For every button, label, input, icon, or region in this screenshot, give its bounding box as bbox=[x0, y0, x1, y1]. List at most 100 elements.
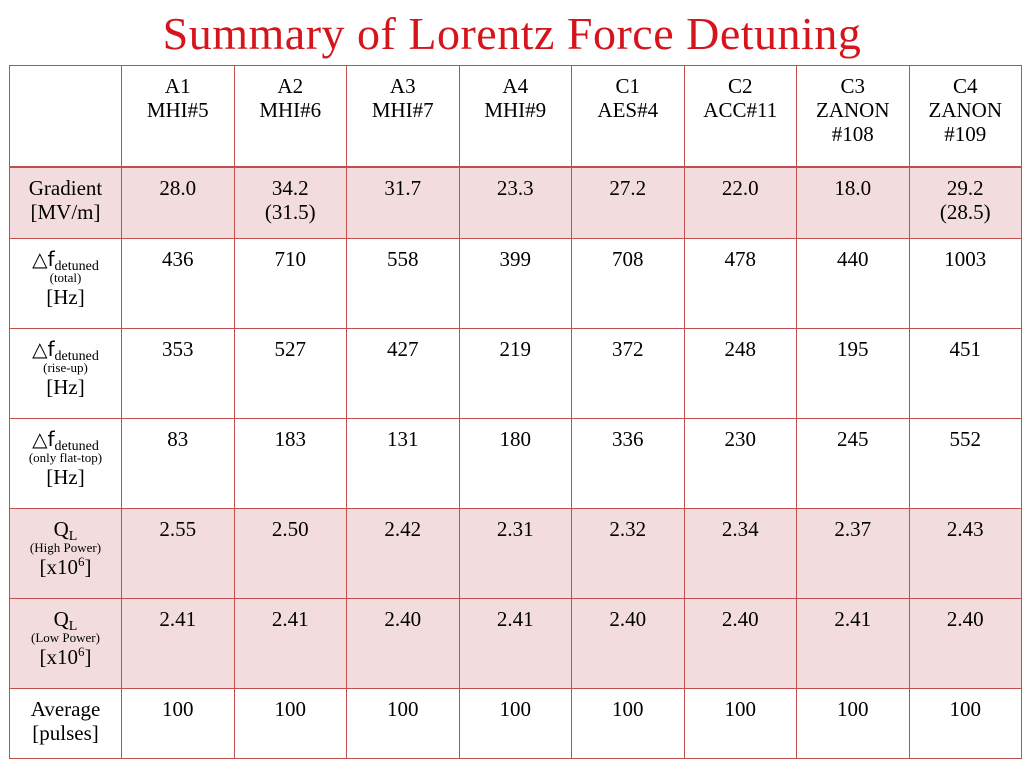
row-unit: [MV/m] bbox=[30, 199, 101, 224]
table-cell: 29.2 (28.5) bbox=[908, 166, 1022, 239]
table-cell: 2.40 bbox=[683, 598, 797, 689]
unit-base: [x10 bbox=[39, 645, 79, 669]
row-label-cell: △fdetuned (only flat-top) [Hz] bbox=[9, 418, 122, 509]
detuned-subscript: detuned bbox=[54, 259, 99, 274]
cell-value: 29.2 bbox=[946, 175, 984, 200]
cell-value: 27.2 bbox=[609, 175, 647, 200]
row-unit: [pulses] bbox=[32, 721, 99, 745]
gradient-row: Gradient [MV/m] 28.0 34.2 (31.5) 31.7 23.… bbox=[9, 166, 1022, 239]
delta-f-symbol: △f bbox=[32, 337, 55, 361]
detune-flattop-row: △fdetuned (only flat-top) [Hz] 83 183 13… bbox=[9, 418, 1022, 509]
table-cell: 22.0 bbox=[683, 166, 797, 239]
table-cell: 100 bbox=[233, 688, 347, 759]
table-cell: 100 bbox=[796, 688, 910, 759]
table-cell: 248 bbox=[683, 328, 797, 419]
cell-value: 31.7 bbox=[384, 175, 422, 200]
table-cell: 2.50 bbox=[233, 508, 347, 599]
cavity-id: C1 bbox=[615, 74, 640, 98]
table-cell: 527 bbox=[233, 328, 347, 419]
cavity-id: A3 bbox=[389, 74, 416, 98]
cell-value: 28.0 bbox=[159, 175, 197, 200]
q-symbol: Q bbox=[53, 607, 69, 631]
unit-end: ] bbox=[84, 555, 92, 579]
table-cell: 2.31 bbox=[458, 508, 572, 599]
header-corner-cell bbox=[9, 65, 122, 168]
table-cell: 83 bbox=[121, 418, 235, 509]
table-cell: 245 bbox=[796, 418, 910, 509]
table-cell: 100 bbox=[683, 688, 797, 759]
lorentz-detuning-table: A1 MHI#5 A2 MHI#6 A3 MHI#7 A4 MHI#9 C1 A… bbox=[9, 65, 1022, 759]
table-cell: 28.0 bbox=[121, 166, 235, 239]
table-cell: 2.41 bbox=[233, 598, 347, 689]
table-cell: 27.2 bbox=[571, 166, 685, 239]
cavity-name: ACC#11 bbox=[703, 98, 778, 122]
table-cell: 478 bbox=[683, 238, 797, 329]
table-cell: 100 bbox=[121, 688, 235, 759]
row-unit: [Hz] bbox=[46, 285, 85, 309]
cell-value: 18.0 bbox=[834, 175, 872, 200]
table-cell: 180 bbox=[458, 418, 572, 509]
table-cell: 100 bbox=[571, 688, 685, 759]
table-cell: 2.41 bbox=[458, 598, 572, 689]
cavity-id: A1 bbox=[164, 74, 191, 98]
table-cell: 31.7 bbox=[346, 166, 460, 239]
table-cell: 353 bbox=[121, 328, 235, 419]
table-cell: 399 bbox=[458, 238, 572, 329]
cell-sub-value: (31.5) bbox=[264, 199, 316, 224]
table-cell: 2.34 bbox=[683, 508, 797, 599]
cell-value: 23.3 bbox=[496, 175, 534, 200]
cavity-id: C2 bbox=[727, 74, 753, 98]
table-cell: 436 bbox=[121, 238, 235, 329]
table-cell: 552 bbox=[908, 418, 1022, 509]
cell-value: 22.0 bbox=[721, 175, 759, 200]
cavity-name: MHI#9 bbox=[484, 98, 547, 122]
header-cell: C2 ACC#11 bbox=[683, 65, 797, 168]
cavity-number: #108 bbox=[831, 122, 874, 146]
l-subscript: L bbox=[68, 619, 78, 634]
table-cell: 2.41 bbox=[796, 598, 910, 689]
header-cell: A3 MHI#7 bbox=[346, 65, 460, 168]
row-unit: [Hz] bbox=[46, 465, 85, 489]
cavity-name: MHI#6 bbox=[259, 98, 322, 122]
table-cell: 451 bbox=[908, 328, 1022, 419]
l-subscript: L bbox=[68, 529, 78, 544]
cavity-name: ZANON bbox=[928, 98, 1003, 122]
table-cell: 100 bbox=[458, 688, 572, 759]
table-cell: 2.40 bbox=[571, 598, 685, 689]
cavity-name: MHI#5 bbox=[146, 98, 209, 122]
unit-exponent: 6 bbox=[78, 554, 85, 569]
table-cell: 2.37 bbox=[796, 508, 910, 599]
table-cell: 219 bbox=[458, 328, 572, 419]
table-cell: 34.2 (31.5) bbox=[233, 166, 347, 239]
header-cell: C4 ZANON #109 bbox=[908, 65, 1022, 168]
table-cell: 2.42 bbox=[346, 508, 460, 599]
table-cell: 2.32 bbox=[571, 508, 685, 599]
row-unit: [Hz] bbox=[46, 375, 85, 399]
table-cell: 440 bbox=[796, 238, 910, 329]
ql-low-power-row: QL (Low Power) [x106] 2.41 2.41 2.40 2.4… bbox=[9, 598, 1022, 689]
cavity-name: MHI#7 bbox=[371, 98, 434, 122]
row-note: (only flat-top) bbox=[28, 450, 103, 465]
detune-riseup-row: △fdetuned (rise-up) [Hz] 353 527 427 219… bbox=[9, 328, 1022, 419]
row-label-cell: Gradient [MV/m] bbox=[9, 166, 122, 239]
row-note: (Low Power) bbox=[31, 630, 100, 645]
delta-f-symbol: △f bbox=[32, 427, 55, 451]
q-symbol: Q bbox=[53, 517, 69, 541]
unit-end: ] bbox=[84, 645, 92, 669]
delta-f-symbol: △f bbox=[32, 247, 55, 271]
row-label-cell: QL (High Power) [x106] bbox=[9, 508, 122, 599]
table-cell: 558 bbox=[346, 238, 460, 329]
row-note: (High Power) bbox=[29, 540, 102, 555]
header-cell: C3 ZANON #108 bbox=[796, 65, 910, 168]
table-cell: 427 bbox=[346, 328, 460, 419]
table-cell: 336 bbox=[571, 418, 685, 509]
table-cell: 183 bbox=[233, 418, 347, 509]
cavity-id: A2 bbox=[277, 74, 304, 98]
header-row: A1 MHI#5 A2 MHI#6 A3 MHI#7 A4 MHI#9 C1 A… bbox=[9, 65, 1022, 168]
table-cell: 18.0 bbox=[796, 166, 910, 239]
header-cell: C1 AES#4 bbox=[571, 65, 685, 168]
cell-value: 34.2 bbox=[271, 175, 309, 200]
table-cell: 100 bbox=[908, 688, 1022, 759]
unit-base: [x10 bbox=[39, 555, 79, 579]
row-label: Gradient bbox=[28, 175, 103, 200]
